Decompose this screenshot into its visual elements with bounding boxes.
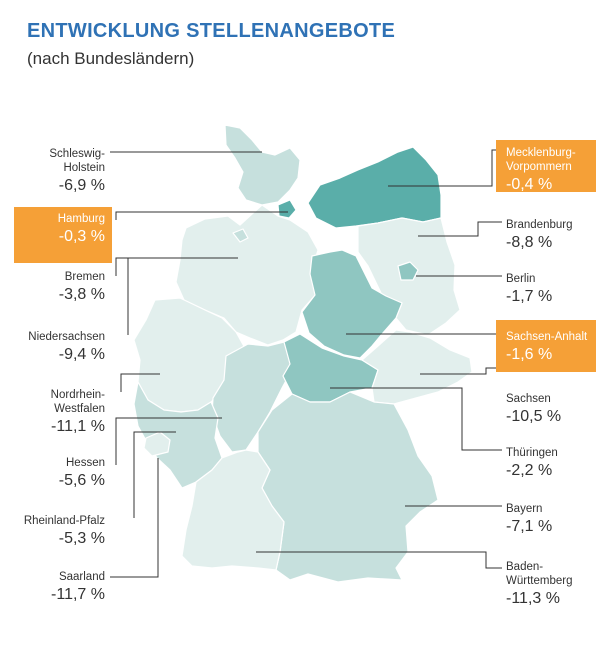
region-name-bw: Baden- Württemberg <box>506 561 573 587</box>
region-value-bw: -11,3 % <box>506 590 560 607</box>
region-value-hh: -0,3 % <box>58 228 105 245</box>
region-value-bb: -8,8 % <box>506 234 553 251</box>
region-name-nw: Nordrhein- Westfalen <box>50 389 105 415</box>
region-label-nw: Nordrhein- Westfalen -11,1 % <box>50 388 105 435</box>
region-label-st: Sachsen-Anhalt -1,6 % <box>506 330 588 363</box>
region-name-be: Berlin <box>506 273 536 285</box>
leader-line-hh <box>115 211 288 220</box>
highlight-box-mv <box>496 140 596 192</box>
region-name-by: Bayern <box>506 503 543 515</box>
region-label-ni: Niedersachsen -9,4 % <box>28 330 105 363</box>
region-name-sh: Schleswig- Holstein <box>49 148 105 174</box>
state-shape-hb <box>232 228 249 243</box>
region-name-mv: Mecklenburg- Vorpommern <box>506 147 576 173</box>
region-value-sh: -6,9 % <box>58 177 105 194</box>
region-label-mv: Mecklenburg- Vorpommern -0,4 % <box>506 146 576 193</box>
region-name-ni: Niedersachsen <box>28 331 105 343</box>
region-value-sl: -11,7 % <box>51 586 105 603</box>
region-value-mv: -0,4 % <box>506 176 553 193</box>
region-label-sl: Saarland -11,7 % <box>51 570 105 603</box>
state-shape-st <box>301 249 403 359</box>
region-label-bb: Brandenburg -8,8 % <box>506 218 573 251</box>
region-value-hb: -3,8 % <box>58 286 105 303</box>
state-shape-ni <box>175 204 319 346</box>
state-shape-mv <box>307 146 442 229</box>
region-name-hh: Hamburg <box>57 213 105 225</box>
chart-subtitle: (nach Bundesländern) <box>27 49 195 68</box>
leader-line-bw <box>256 551 502 569</box>
region-label-be: Berlin -1,7 % <box>506 272 553 305</box>
highlight-box-st <box>496 320 596 372</box>
region-label-rp: Rheinland-Pfalz -5,3 % <box>23 514 105 547</box>
region-value-ni: -9,4 % <box>58 346 105 363</box>
region-value-he: -5,6 % <box>58 472 105 489</box>
region-value-th: -2,2 % <box>506 462 553 479</box>
state-shape-hh <box>277 199 297 219</box>
leader-line-nw <box>120 373 160 392</box>
region-label-th: Thüringen -2,2 % <box>506 446 558 479</box>
region-value-nw: -11,1 % <box>51 418 105 435</box>
leader-line-ni <box>127 257 238 335</box>
region-name-th: Thüringen <box>506 447 558 459</box>
leader-line-sn <box>420 367 502 375</box>
region-value-be: -1,7 % <box>506 288 553 305</box>
leader-line-sl <box>110 458 159 578</box>
region-name-hb: Bremen <box>64 271 105 283</box>
region-value-rp: -5,3 % <box>58 530 105 547</box>
region-name-bb: Brandenburg <box>506 219 573 231</box>
state-shape-by <box>257 391 439 583</box>
leader-line-bb <box>418 221 502 237</box>
state-shape-bw <box>181 449 285 571</box>
leader-line-rp <box>133 431 176 518</box>
region-value-by: -7,1 % <box>506 518 553 535</box>
region-label-he: Hessen -5,6 % <box>58 456 105 489</box>
state-shape-be <box>397 261 419 281</box>
highlight-box-hh <box>14 207 112 263</box>
region-label-by: Bayern -7,1 % <box>506 502 553 535</box>
region-name-sl: Saarland <box>58 571 105 583</box>
region-name-rp: Rheinland-Pfalz <box>23 515 105 527</box>
region-label-hb: Bremen -3,8 % <box>58 270 105 303</box>
region-label-bw: Baden- Württemberg -11,3 % <box>506 560 573 607</box>
state-shape-th <box>282 333 379 403</box>
leader-line-th <box>330 387 502 451</box>
state-shape-sh <box>224 124 301 206</box>
region-name-sn: Sachsen <box>506 393 551 405</box>
state-shape-sn <box>361 329 473 405</box>
region-value-sn: -10,5 % <box>506 408 562 425</box>
region-value-st: -1,6 % <box>506 346 553 363</box>
leader-line-he <box>115 417 222 465</box>
region-name-st: Sachsen-Anhalt <box>506 331 588 343</box>
region-label-sn: Sachsen -10,5 % <box>506 392 562 425</box>
region-name-he: Hessen <box>66 457 105 469</box>
region-label-hh: Hamburg -0,3 % <box>57 212 105 245</box>
leader-line-mv <box>388 149 496 187</box>
chart-title: ENTWICKLUNG STELLENANGEBOTE <box>27 20 396 42</box>
region-label-sh: Schleswig- Holstein -6,9 % <box>49 147 105 194</box>
